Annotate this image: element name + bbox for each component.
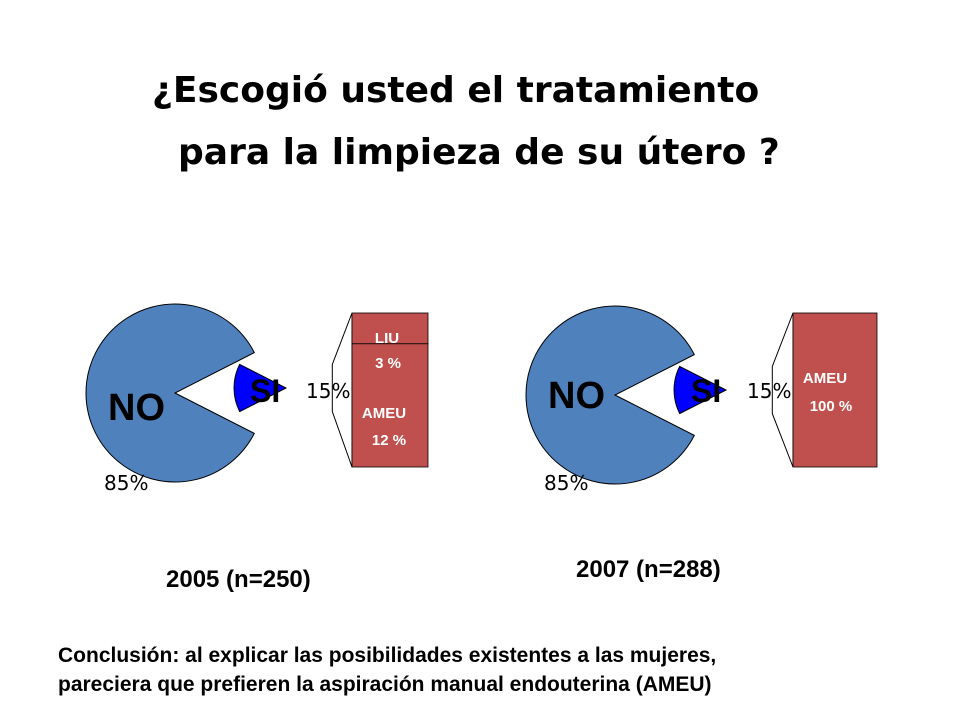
chart-2-label-si: SI (691, 373, 721, 409)
chart-1-breakdown-label-liu: LIU (375, 330, 399, 347)
chart-2-label-no: NO (548, 375, 605, 417)
title-line-2: para la limpieza de su útero ? (178, 132, 780, 173)
chart-2-slice-si (673, 365, 728, 415)
chart-1-breakdown-liu (351, 312, 429, 345)
chart-2-percent-si: 15% (747, 379, 791, 403)
chart-1-breakdown-value-liu: 3 % (375, 355, 401, 372)
chart-1-caption: 2005 (n=250) (166, 566, 311, 593)
chart-1-label-si: SI (250, 373, 280, 409)
chart-2-slice-no (525, 305, 695, 485)
conclusion-line-2: pareciera que prefieren la aspiración ma… (58, 673, 712, 696)
chart-2-breakdown-ameu (792, 312, 878, 468)
conclusion-text: Conclusión: al explicar las posibilidade… (58, 641, 938, 699)
chart-1-slice-si (233, 363, 288, 413)
chart-2-breakdown-value-ameu: 100 % (810, 398, 853, 415)
chart-2-percent-no: 85% (544, 471, 588, 495)
chart-2-breakdown-label-ameu: AMEU (803, 370, 847, 387)
chart-1-percent-si: 15% (306, 379, 350, 403)
conclusion-line-1: Conclusión: al explicar las posibilidade… (58, 644, 717, 667)
title-line-1: ¿Escogió usted el tratamiento (152, 70, 760, 111)
chart-1-label-no: NO (108, 387, 165, 429)
chart-1-breakdown-label-ameu: AMEU (362, 405, 406, 422)
chart-1-breakdown-ameu (351, 343, 429, 468)
chart-2-caption: 2007 (n=288) (576, 556, 721, 583)
chart-1-slice-no (85, 303, 255, 483)
chart-1-percent-no: 85% (104, 471, 148, 495)
chart-1-breakdown-value-ameu: 12 % (372, 432, 406, 449)
